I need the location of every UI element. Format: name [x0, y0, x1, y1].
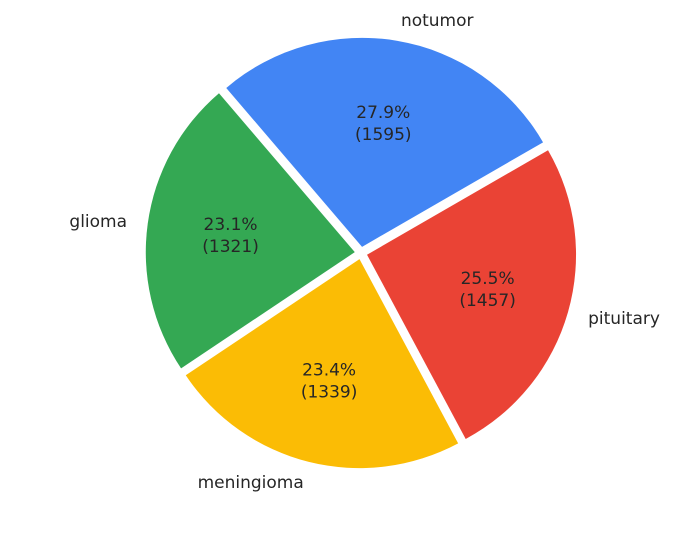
slice-category-label-meningioma: meningioma — [198, 473, 304, 493]
pie-slice-meningioma — [185, 259, 459, 469]
slice-count-label-notumor: (1595) — [355, 125, 412, 145]
slice-percent-label-glioma: 23.1% — [204, 215, 258, 235]
pie-slice-notumor — [226, 37, 544, 247]
slice-category-label-glioma: glioma — [69, 212, 127, 232]
slice-percent-label-meningioma: 23.4% — [302, 361, 356, 381]
slice-percent-label-pituitary: 25.5% — [461, 269, 515, 289]
slice-category-label-pituitary: pituitary — [588, 309, 660, 329]
slice-category-label-notumor: notumor — [401, 11, 474, 31]
slice-count-label-glioma: (1321) — [202, 237, 259, 257]
slice-count-label-pituitary: (1457) — [459, 291, 516, 311]
pie-slice-glioma — [145, 93, 355, 369]
pie-slice-pituitary — [367, 150, 577, 439]
slice-percent-label-notumor: 27.9% — [356, 103, 410, 123]
slice-count-label-meningioma: (1339) — [301, 383, 358, 403]
